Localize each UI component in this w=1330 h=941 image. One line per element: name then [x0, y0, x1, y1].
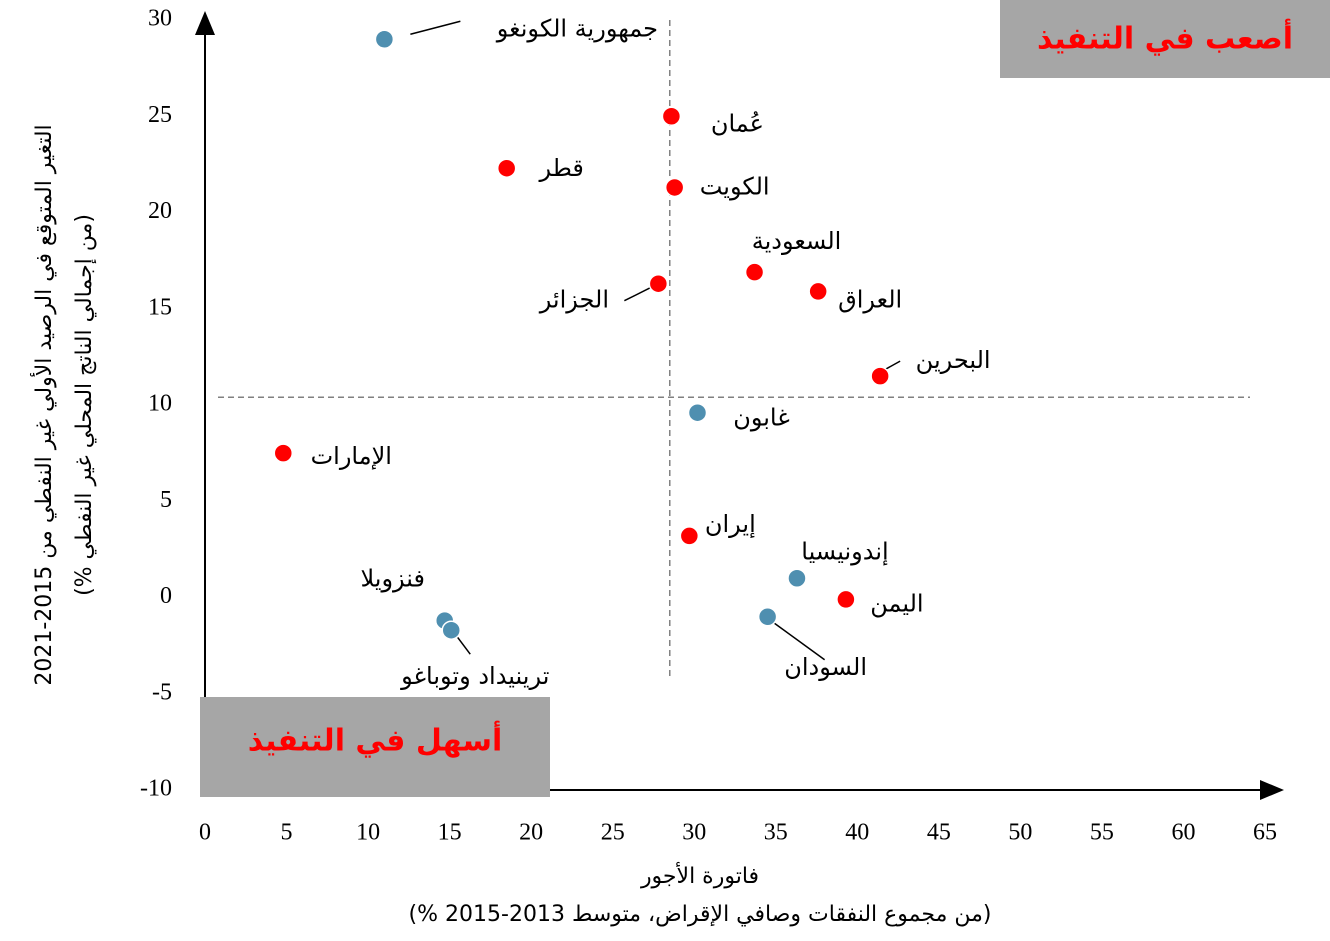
x-tick-label: 5	[281, 820, 293, 846]
point	[374, 29, 395, 49]
x-tick-label: 10	[356, 820, 380, 846]
x-tick-label: 40	[845, 820, 869, 846]
x-tick-label: 0	[199, 820, 211, 846]
y-tick-label: 30	[148, 6, 172, 32]
quadrant-box	[1000, 0, 1330, 78]
y-tick-label: 5	[160, 487, 172, 513]
leader-line	[454, 633, 471, 655]
point-label: البحرين	[916, 346, 991, 374]
y-axis-label: التغير المتوقع في الرصيد الأولي غير النف…	[30, 124, 57, 685]
leader-line	[410, 20, 461, 35]
x-tick-label: 45	[927, 820, 951, 846]
point-label: إندونيسيا	[801, 537, 888, 566]
point-label: عُمان	[711, 109, 764, 137]
point-label: الجزائر	[539, 286, 609, 314]
point-label: الكويت	[700, 172, 770, 200]
point	[661, 106, 682, 126]
point-label: السعودية	[752, 227, 842, 255]
point	[273, 443, 294, 463]
point	[679, 526, 700, 546]
x-tick-label: 25	[601, 820, 625, 846]
y-tick-label: 25	[148, 102, 172, 128]
y-tick-label: 20	[148, 198, 172, 224]
y-tick-label: -10	[140, 776, 172, 802]
x-tick-label: 20	[519, 820, 543, 846]
point-label: جمهورية الكونغو	[496, 14, 658, 42]
point	[648, 273, 669, 294]
x-axis-label: فاتورة الأجور	[640, 862, 759, 889]
point	[870, 366, 890, 386]
point	[744, 262, 765, 282]
leader-line	[769, 619, 826, 661]
y-tick-label: 10	[148, 391, 172, 417]
x-tick-label: 60	[1171, 820, 1195, 846]
point	[496, 158, 517, 178]
point-label: العراق	[838, 285, 902, 313]
point-label: إيران	[705, 510, 756, 539]
x-tick-label: 15	[438, 820, 462, 846]
y-tick-label: -5	[152, 679, 172, 705]
point	[787, 568, 807, 588]
point	[757, 607, 778, 627]
annotation: أسهل في التنفيذ	[248, 721, 502, 759]
point-label: السودان	[784, 653, 867, 681]
point-label: اليمن	[870, 589, 923, 617]
leader-line	[624, 285, 655, 302]
point-label: فنزويلا	[360, 565, 425, 593]
x-tick-label: 55	[1090, 820, 1114, 846]
quadrant-box	[200, 697, 550, 797]
y-axis-label: (% من إجمالي الناتج المحلي غير النفطي)	[72, 214, 97, 596]
point-label: الإمارات	[311, 442, 392, 470]
y-tick-label: 15	[148, 294, 172, 320]
annotation: أصعب في التنفيذ	[1037, 19, 1293, 57]
point	[836, 589, 856, 610]
x-tick-label: 30	[682, 820, 706, 846]
point	[808, 281, 828, 302]
x-tick-label: 50	[1008, 820, 1032, 846]
point-label: غابون	[733, 404, 790, 432]
point-label: ترينيداد وتوباغو	[400, 662, 549, 690]
point	[441, 620, 461, 640]
x-tick-label: 65	[1253, 820, 1277, 846]
point	[687, 402, 708, 423]
x-axis-label: (% من مجموع النفقات وصافي الإقراض، متوسط…	[409, 902, 992, 927]
point-label: قطر	[538, 154, 583, 182]
point	[664, 177, 685, 198]
x-tick-label: 35	[764, 820, 788, 846]
y-tick-label: 0	[160, 583, 172, 609]
